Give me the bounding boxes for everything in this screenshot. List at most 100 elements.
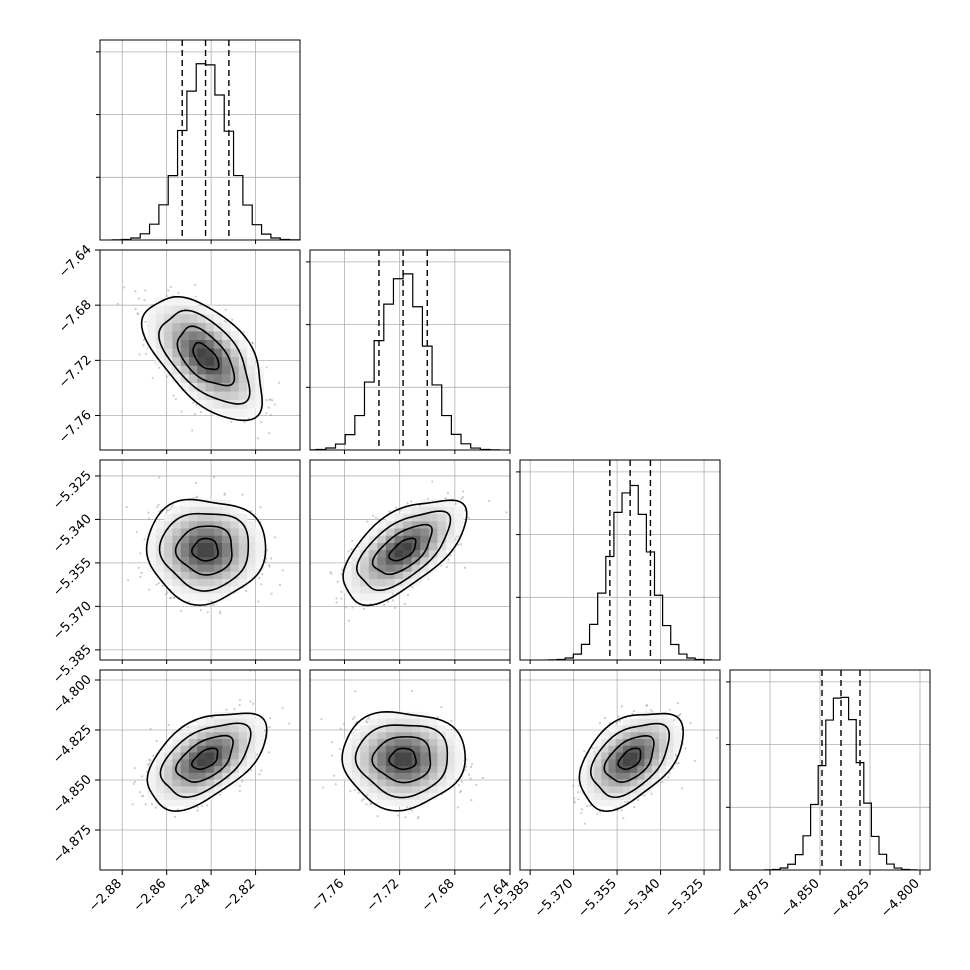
- density-bin: [222, 339, 231, 349]
- density-bin: [454, 765, 464, 773]
- density-bin: [644, 718, 653, 726]
- density-bin: [238, 738, 248, 746]
- density-bin: [188, 759, 198, 767]
- sample-point: [147, 517, 151, 520]
- density-bin: [446, 779, 455, 787]
- density-bin: [164, 528, 173, 536]
- histogram-panel-3: [730, 670, 930, 870]
- sample-point: [142, 344, 145, 347]
- density-bin: [394, 711, 404, 719]
- sample-point: [140, 571, 143, 575]
- sample-point: [225, 708, 228, 711]
- density-bin: [615, 738, 624, 746]
- density-bin: [238, 382, 248, 392]
- density-bin: [188, 296, 198, 306]
- density-bin: [403, 557, 412, 565]
- density-bin: [180, 535, 190, 543]
- density-bin: [644, 738, 653, 746]
- density-bin: [213, 399, 223, 409]
- sample-point: [446, 491, 450, 495]
- density-bin: [377, 799, 387, 807]
- density-bin: [205, 752, 215, 760]
- density-bin: [164, 578, 173, 587]
- density-bin: [360, 745, 370, 753]
- sample-point: [440, 564, 443, 567]
- density-bin: [360, 585, 370, 594]
- density-bin: [230, 772, 240, 780]
- sample-point: [223, 492, 226, 495]
- panel-frame: [99, 39, 301, 241]
- density-bin: [205, 549, 215, 558]
- sample-point: [256, 437, 260, 440]
- density-bin: [403, 799, 412, 807]
- sample-point: [366, 520, 369, 523]
- density-bin: [377, 520, 387, 529]
- density-bin: [437, 499, 447, 507]
- sample-point: [194, 283, 197, 287]
- density-bin: [230, 718, 240, 726]
- density-bin: [351, 585, 361, 594]
- density-bin: [615, 731, 624, 740]
- density-bin: [622, 745, 631, 753]
- density-bin: [205, 382, 215, 392]
- density-bin: [213, 382, 223, 392]
- density-bin: [385, 779, 395, 787]
- density-bin: [651, 772, 660, 780]
- density-bin: [205, 731, 215, 740]
- density-bin: [147, 331, 157, 341]
- density-bin: [180, 549, 190, 558]
- sample-point: [481, 776, 484, 780]
- density-bin: [420, 564, 430, 572]
- density-bin: [197, 585, 206, 594]
- y-tick-label-2-4: −5.325: [50, 468, 95, 513]
- sample-point: [577, 798, 580, 801]
- density-bin: [247, 374, 256, 383]
- contour-line-1: [174, 734, 234, 783]
- sample-point: [218, 612, 222, 615]
- density-bin: [666, 725, 674, 733]
- density-bin: [437, 759, 447, 767]
- density-bin: [644, 772, 653, 780]
- density-bin: [420, 718, 430, 726]
- density-bin: [213, 408, 223, 418]
- density-bin: [205, 322, 215, 332]
- density-bin: [630, 752, 638, 760]
- sample-point: [624, 800, 627, 803]
- density-bin: [213, 535, 223, 543]
- density-bin: [172, 356, 181, 366]
- density-bin: [180, 772, 190, 780]
- sample-point: [603, 717, 606, 720]
- density-bin: [238, 725, 248, 733]
- sample-point: [340, 573, 343, 576]
- density-bin: [230, 752, 240, 760]
- density-bin: [147, 305, 157, 315]
- density-bin: [247, 745, 256, 753]
- sample-point: [172, 394, 175, 397]
- density-bin: [155, 348, 165, 358]
- contour-line-2: [589, 722, 671, 799]
- density-bin: [222, 542, 231, 551]
- density-bin: [222, 557, 231, 565]
- density-bin: [222, 779, 231, 787]
- y-tick-label-1-2: −7.68: [56, 297, 95, 336]
- density-bin: [377, 765, 387, 773]
- density-bin: [230, 382, 240, 392]
- density-bin: [651, 725, 660, 733]
- density-bin: [255, 564, 264, 572]
- sample-point: [169, 285, 173, 289]
- density-bin: [238, 535, 248, 543]
- density-bin: [172, 348, 181, 358]
- density-bin: [666, 738, 674, 746]
- density-bin: [630, 718, 638, 726]
- density-bin: [172, 765, 181, 773]
- density-bin: [666, 759, 674, 767]
- density-bin: [238, 718, 248, 726]
- sample-point: [341, 569, 344, 572]
- density-bin: [213, 731, 223, 740]
- density-bin: [188, 564, 198, 572]
- density-bin: [594, 738, 602, 746]
- density-bin: [172, 779, 181, 787]
- density-bin: [630, 765, 638, 773]
- density-bin: [147, 765, 157, 773]
